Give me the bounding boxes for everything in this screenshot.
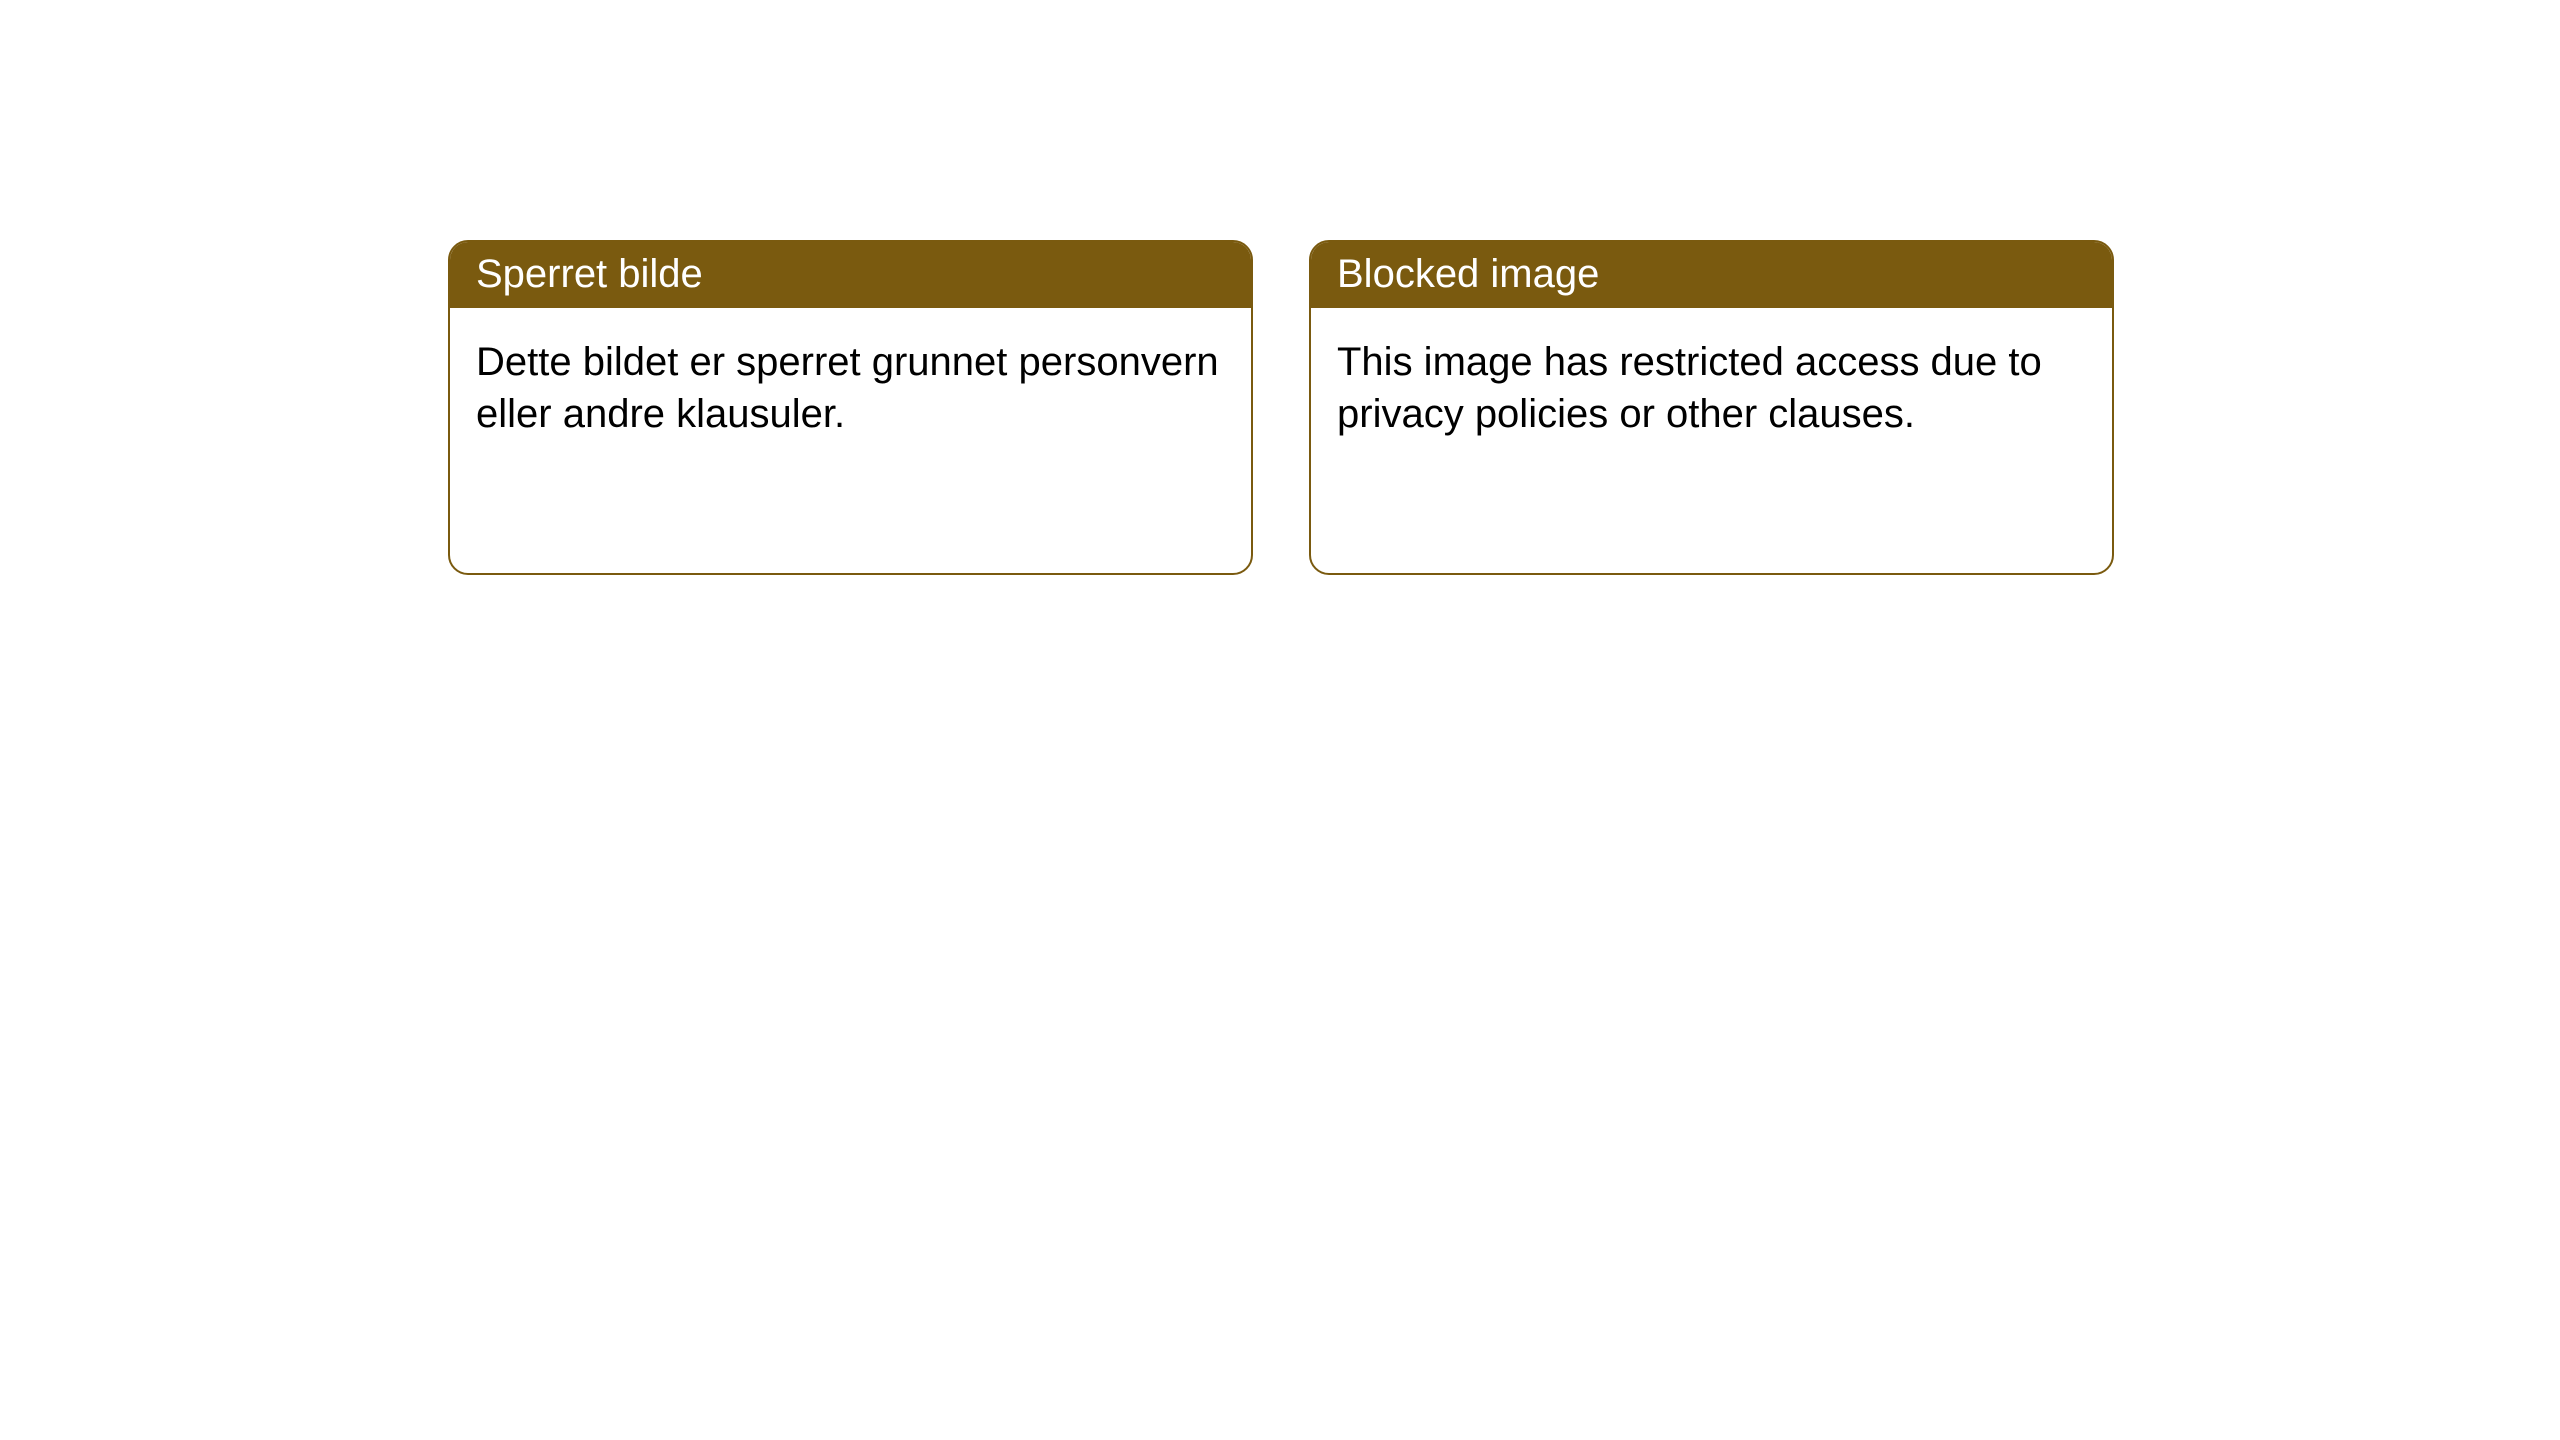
card-header: Sperret bilde [450,242,1251,308]
notice-card-english: Blocked image This image has restricted … [1309,240,2114,575]
card-title: Sperret bilde [476,252,703,296]
card-header: Blocked image [1311,242,2112,308]
card-body-text: This image has restricted access due to … [1337,340,2042,436]
notice-cards-container: Sperret bilde Dette bildet er sperret gr… [448,240,2560,575]
card-title: Blocked image [1337,252,1599,296]
card-body-text: Dette bildet er sperret grunnet personve… [476,340,1219,436]
card-body: This image has restricted access due to … [1311,308,2112,468]
card-body: Dette bildet er sperret grunnet personve… [450,308,1251,468]
notice-card-norwegian: Sperret bilde Dette bildet er sperret gr… [448,240,1253,575]
